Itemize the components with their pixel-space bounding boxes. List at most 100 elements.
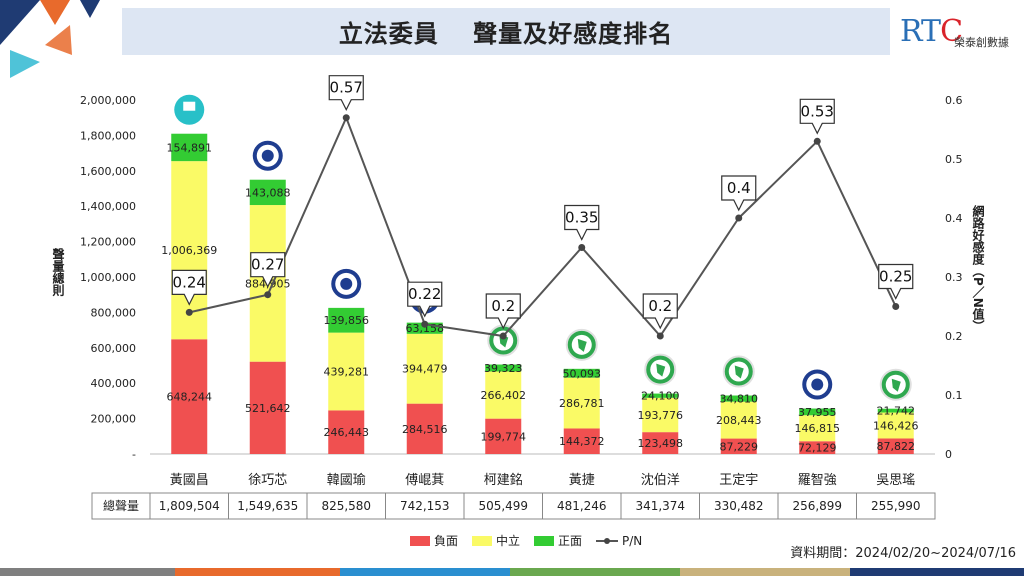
x-category-label: 王定宇 [719,473,758,488]
bar-positive [249,179,286,206]
bar-negative [171,339,208,454]
bar-value-label-negative: 199,774 [481,430,527,443]
bar-positive [642,393,679,398]
total-cell: 256,899 [792,499,842,513]
bar-positive [406,322,443,334]
bar-value-label-positive: 39,323 [484,362,523,375]
title-bar: 立法委員 聲量及好感度排名 [122,8,890,55]
y-tick-label: - [132,448,136,461]
bar-value-label-neutral: 439,281 [324,366,370,379]
bar-negative [485,418,522,454]
bar-value-label-neutral: 146,815 [795,422,841,435]
pn-line [189,115,897,338]
pn-point [892,303,900,310]
bar-negative [249,361,286,454]
pn-value-label: 0.24 [173,273,206,291]
y2-tick-label: 0.1 [945,389,963,402]
bar-value-label-positive: 139,856 [324,314,370,327]
bar-positive [877,408,914,413]
bar-value-label-negative: 72,129 [798,442,837,455]
total-cell: 481,246 [557,499,607,513]
pn-callout-box [328,75,364,112]
bar-neutral [485,371,522,419]
legend-swatch-negative [410,536,430,546]
bar-positive [720,395,757,402]
bar-neutral [563,377,600,429]
pn-value-label: 0.2 [491,297,515,315]
total-cell: 1,549,635 [237,499,298,513]
bar-value-label-negative: 87,822 [877,440,916,453]
total-cell: 742,153 [400,499,450,513]
y-tick-label: 1,400,000 [80,200,136,213]
bar-value-label-negative: 284,516 [402,423,448,436]
bar-positive [171,133,208,162]
y-tick-label: 1,200,000 [80,236,136,249]
y-tick-label: 200,000 [91,413,137,426]
bar-neutral [642,397,679,433]
company-name: 榮泰創數據 [954,36,1009,49]
pn-value-label: 0.27 [251,256,284,274]
x-category-label: 傅崐萁 [405,473,444,488]
bar-neutral [720,401,757,439]
pn-value-label: 0.25 [879,268,912,286]
bar-value-label-negative: 123,498 [638,437,684,450]
bar-negative [406,403,443,454]
y-tick-label: 600,000 [91,342,137,355]
pn-callout-box [564,204,600,241]
bar-neutral [877,412,914,439]
y2-tick-label: 0 [945,448,952,461]
bar-value-label-positive: 34,810 [720,393,759,406]
legend-label-positive: 正面 [558,534,582,548]
pn-line-layer: 0.24 0.27 0.57 0.22 0.2 0.35 0.2 0.4 0.53 0.25 [171,75,914,340]
bar-negative [799,441,836,454]
bar-value-label-negative: 144,372 [559,435,605,448]
pn-value-label: 0.53 [801,102,834,120]
pn-callout-box [721,175,757,212]
kmt-emblem-sun [261,149,274,162]
y-tick-label: 800,000 [91,306,137,319]
bar-value-label-negative: 87,229 [720,440,759,453]
bars-layer: 648,2441,006,369154,891521,642884,905143… [161,133,919,455]
company-logo: RTC 榮泰創數據 [900,14,1020,54]
pn-value-label: 0.35 [565,209,598,227]
bar-neutral [328,332,365,411]
total-cell: 1,809,504 [159,499,220,513]
pn-callout-box [250,252,286,289]
x-category-label: 柯建銘 [484,473,523,488]
pn-value-label: 0.4 [727,179,751,197]
bar-value-label-positive: 21,742 [877,405,916,418]
kmt-emblem-sun [811,378,824,391]
x-category-label: 沈伯洋 [641,473,680,488]
x-category-label: 吳思瑤 [876,473,915,488]
bar-value-label-neutral: 193,776 [638,409,684,422]
bar-value-label-neutral: 208,443 [716,414,762,427]
bar-value-label-positive: 50,093 [563,367,602,380]
bar-value-label-negative: 246,443 [324,426,370,439]
bar-neutral [799,415,836,442]
bar-value-label-positive: 24,100 [641,390,680,403]
bar-negative [720,438,757,454]
pn-value-label: 0.22 [408,285,441,303]
x-category-label: 徐巧芯 [248,473,287,488]
data-period-note: 資料期間：2024/02/20~2024/07/16 [790,546,1016,561]
total-cell: 341,374 [635,499,685,513]
bar-neutral [406,333,443,404]
bar-value-label-positive: 37,955 [798,406,837,419]
bar-negative [642,432,679,454]
y2-axis-title: 網路好感度（P／N值） [971,204,985,332]
pn-callout-box [799,98,835,135]
y-tick-label: 1,800,000 [80,129,136,142]
pn-callout-box [485,293,521,330]
y-axis-title: 聲量總則 [51,247,65,297]
kmt-emblem-sun [340,277,353,290]
y2-tick-label: 0.4 [945,212,963,225]
y2-tick-label: 0.3 [945,271,963,284]
bar-negative [328,410,365,454]
dpp-emblem-island [656,363,666,377]
bar-positive [485,364,522,372]
bar-negative [877,438,914,454]
dpp-emblem-island [577,338,587,352]
pn-point [421,320,429,328]
bar-negative [563,428,600,454]
bottom-color-bar [0,568,1024,576]
